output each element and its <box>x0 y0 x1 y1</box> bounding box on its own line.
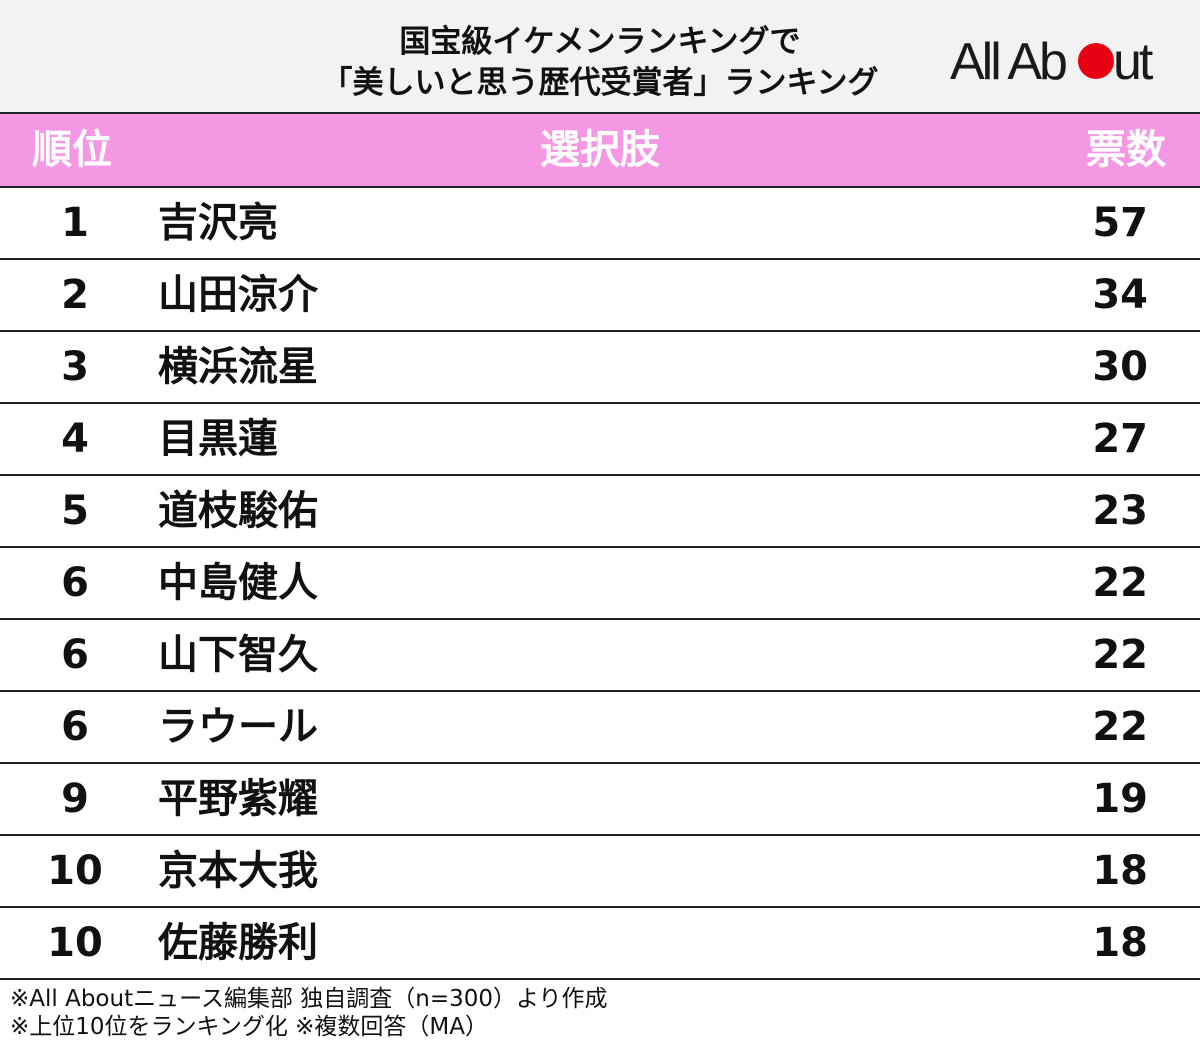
name-cell: ラウール <box>158 704 318 750</box>
chart-header: 国宝級イケメンランキングで 「美しいと思う歴代受賞者」ランキング All Ab … <box>0 0 1200 114</box>
rank-cell: 6 <box>61 632 89 678</box>
name-cell: 横浜流星 <box>158 344 318 390</box>
rank-cell: 10 <box>47 920 103 966</box>
allabout-logo: All Ab ut <box>950 33 1157 90</box>
name-cell: 目黒蓮 <box>158 416 278 462</box>
table-row: 10 京本大我 18 <box>0 836 1200 908</box>
table-row: 1 吉沢亮 57 <box>0 188 1200 260</box>
table-row: 3 横浜流星 30 <box>0 332 1200 404</box>
rank-cell: 3 <box>61 344 89 390</box>
votes-cell: 18 <box>1092 920 1148 966</box>
rank-cell: 4 <box>61 416 89 462</box>
votes-cell: 57 <box>1092 200 1148 246</box>
logo-text-left: All Ab <box>950 33 1066 90</box>
chart-title: 国宝級イケメンランキングで 「美しいと思う歴代受賞者」ランキング <box>250 22 950 104</box>
votes-cell: 27 <box>1092 416 1148 462</box>
votes-cell: 34 <box>1092 272 1148 318</box>
title-line-1: 国宝級イケメンランキングで <box>399 24 801 60</box>
name-cell: 道枝駿佑 <box>158 488 318 534</box>
name-cell: 山田涼介 <box>158 272 318 318</box>
votes-cell: 18 <box>1092 848 1148 894</box>
votes-cell: 30 <box>1092 344 1148 390</box>
column-header-choice: 選択肢 <box>540 127 660 173</box>
votes-cell: 19 <box>1092 776 1148 822</box>
votes-cell: 22 <box>1092 704 1148 750</box>
name-cell: 吉沢亮 <box>158 200 278 246</box>
rank-cell: 6 <box>61 704 89 750</box>
rank-cell: 10 <box>47 848 103 894</box>
rank-cell: 2 <box>61 272 89 318</box>
table-header: 順位 選択肢 票数 <box>0 114 1200 188</box>
name-cell: 京本大我 <box>158 848 318 894</box>
table-row: 4 目黒蓮 27 <box>0 404 1200 476</box>
name-cell: 山下智久 <box>158 632 318 678</box>
logo-dot-icon <box>1078 43 1114 79</box>
title-line-2: 「美しいと思う歴代受賞者」ランキング <box>321 65 879 101</box>
footnote-source: ※All Aboutニュース編集部 独自調査（n=300）より作成 <box>10 986 608 1012</box>
rank-cell: 9 <box>61 776 89 822</box>
column-header-rank: 順位 <box>32 127 112 173</box>
votes-cell: 22 <box>1092 560 1148 606</box>
name-cell: 佐藤勝利 <box>158 920 318 966</box>
rank-cell: 1 <box>61 200 89 246</box>
footnotes: ※All Aboutニュース編集部 独自調査（n=300）より作成 ※上位10位… <box>10 985 608 1041</box>
table-row: 5 道枝駿佑 23 <box>0 476 1200 548</box>
table-row: 2 山田涼介 34 <box>0 260 1200 332</box>
table-row: 6 ラウール 22 <box>0 692 1200 764</box>
table-row: 9 平野紫耀 19 <box>0 764 1200 836</box>
votes-cell: 22 <box>1092 632 1148 678</box>
votes-cell: 23 <box>1092 488 1148 534</box>
table-row: 6 中島健人 22 <box>0 548 1200 620</box>
rank-cell: 6 <box>61 560 89 606</box>
name-cell: 平野紫耀 <box>158 776 318 822</box>
ranking-table-body: 1 吉沢亮 57 2 山田涼介 34 3 横浜流星 30 4 目黒蓮 27 5 … <box>0 188 1200 980</box>
column-header-votes: 票数 <box>1086 127 1166 173</box>
logo-text-right: ut <box>1113 33 1154 90</box>
name-cell: 中島健人 <box>158 560 318 606</box>
table-row: 10 佐藤勝利 18 <box>0 908 1200 980</box>
footnote-method: ※上位10位をランキング化 ※複数回答（MA） <box>10 1014 489 1040</box>
rank-cell: 5 <box>61 488 89 534</box>
table-row: 6 山下智久 22 <box>0 620 1200 692</box>
